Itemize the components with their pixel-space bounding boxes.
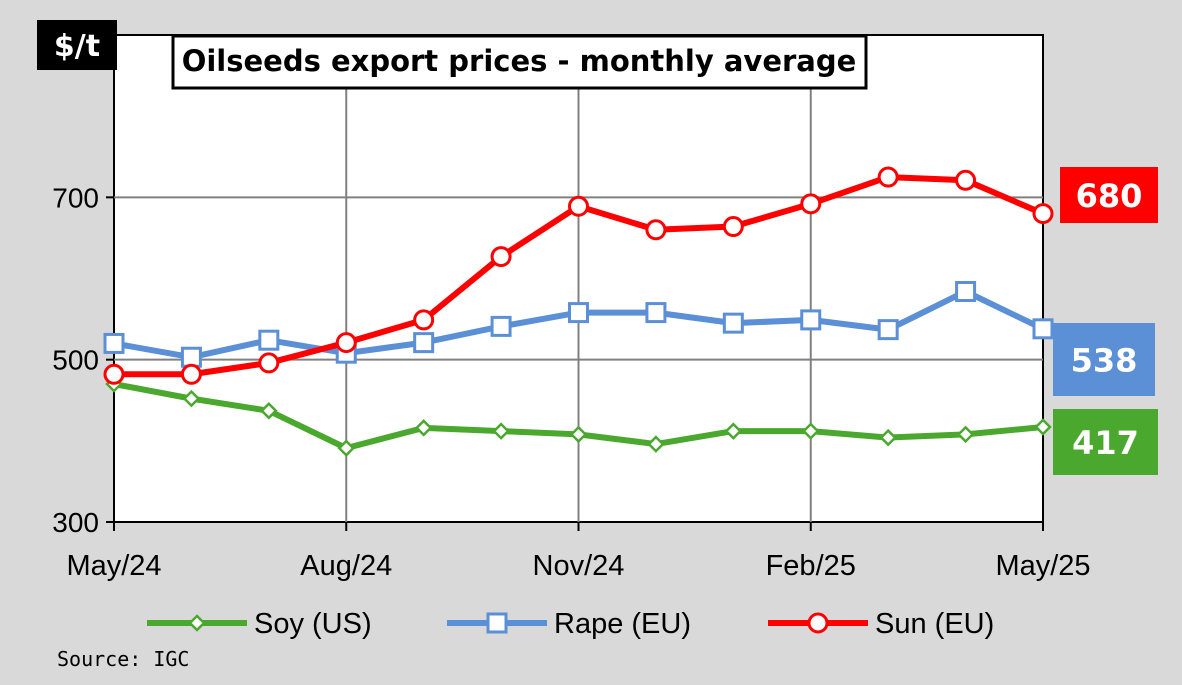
- data-point: [413, 332, 435, 354]
- data-point: [645, 219, 667, 241]
- x-tick-label: Feb/25: [766, 550, 856, 582]
- data-point: [180, 346, 202, 368]
- y-tick-label: 500: [52, 345, 99, 376]
- legend-label: Soy (US): [254, 608, 372, 640]
- data-point: [1032, 318, 1054, 340]
- data-point: [801, 422, 820, 440]
- data-point: [647, 435, 665, 453]
- data-point: [260, 402, 278, 420]
- data-point: [335, 332, 357, 354]
- data-point: [414, 419, 433, 437]
- data-point: [182, 389, 201, 408]
- source-note: Source: IGC: [57, 647, 189, 671]
- data-point: [800, 193, 822, 215]
- data-point: [955, 169, 977, 191]
- chart-title-box: Oilseeds export prices - monthly average: [171, 34, 868, 90]
- data-point: [724, 422, 743, 440]
- chart-title: Oilseeds export prices - monthly average: [182, 44, 857, 78]
- data-point: [879, 428, 897, 447]
- data-point: [486, 612, 508, 634]
- series-rape-eu: [103, 280, 1054, 368]
- x-tick-label: Nov/24: [533, 550, 625, 582]
- x-tick-label: Aug/24: [300, 550, 392, 582]
- legend-label: Sun (EU): [875, 608, 994, 640]
- data-point: [258, 329, 280, 351]
- data-point: [490, 246, 512, 268]
- data-point: [956, 425, 975, 444]
- end-label: 417: [1072, 424, 1139, 462]
- end-label: 538: [1071, 342, 1138, 380]
- data-point: [877, 166, 899, 188]
- title-box-frame: [171, 34, 868, 90]
- end-label: 680: [1076, 177, 1143, 215]
- end-label-box: [1053, 323, 1155, 396]
- data-point: [722, 216, 744, 238]
- data-point: [569, 425, 588, 444]
- series-sun-eu: [103, 166, 1054, 385]
- unit-badge-bg: [37, 20, 117, 70]
- data-point: [807, 612, 829, 634]
- data-point: [180, 363, 202, 385]
- data-point: [877, 319, 899, 341]
- data-point: [645, 302, 667, 324]
- data-point: [103, 363, 125, 385]
- end-label-box: [1060, 167, 1158, 223]
- data-point: [188, 614, 206, 632]
- data-point: [490, 315, 512, 337]
- data-point: [492, 422, 510, 440]
- data-point: [568, 195, 589, 217]
- data-point: [800, 309, 822, 331]
- data-point: [1032, 203, 1054, 225]
- legend-label: Rape (EU): [554, 608, 691, 640]
- unit-badge: $/t: [37, 20, 117, 70]
- legend: Soy (US) Rape (EU) Sun (EU): [147, 608, 994, 640]
- unit-label: $/t: [54, 29, 100, 64]
- data-point: [413, 309, 435, 331]
- data-point: [258, 352, 280, 374]
- data-point: [722, 312, 744, 334]
- x-tick-label: May/24: [66, 550, 161, 582]
- x-tick-label: May/25: [995, 550, 1090, 582]
- y-tick-label: 300: [52, 507, 99, 538]
- y-tick-label: 700: [52, 182, 99, 213]
- data-point: [955, 280, 977, 302]
- x-axis-ticks: May/24 Aug/24 Nov/24 Feb/25 May/25: [66, 522, 1091, 582]
- data-point: [568, 302, 589, 324]
- end-labels: 417 538 680: [1053, 167, 1158, 475]
- data-point: [103, 332, 125, 354]
- data-point: [337, 439, 356, 457]
- series-group: [103, 166, 1054, 457]
- end-label-box: [1053, 409, 1158, 475]
- data-point: [1034, 418, 1052, 436]
